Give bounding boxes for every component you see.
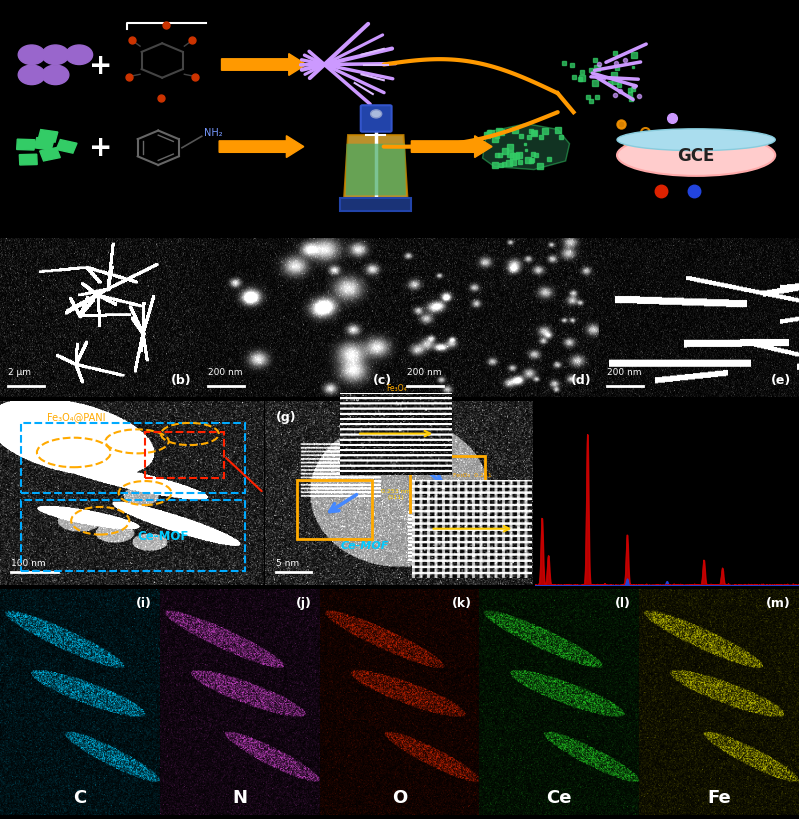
Circle shape xyxy=(42,66,69,85)
Polygon shape xyxy=(344,136,407,199)
Text: 200 nm: 200 nm xyxy=(407,368,442,377)
Bar xyxy=(40,148,60,162)
Text: N: N xyxy=(233,788,247,806)
FancyBboxPatch shape xyxy=(360,106,392,133)
Text: (e): (e) xyxy=(771,373,791,386)
Title: Fe₃O₄: Fe₃O₄ xyxy=(386,383,407,392)
Bar xyxy=(38,130,58,143)
Text: (d): (d) xyxy=(570,373,591,386)
Bar xyxy=(340,199,411,211)
Circle shape xyxy=(66,46,93,66)
Bar xyxy=(19,155,38,165)
Text: 1 nm: 1 nm xyxy=(344,396,359,401)
Text: (i): (i) xyxy=(136,596,152,609)
Text: (f): (f) xyxy=(14,410,30,423)
Text: (m): (m) xyxy=(766,596,791,609)
Text: (g): (g) xyxy=(276,410,296,423)
Text: C: C xyxy=(74,788,86,806)
Text: +: + xyxy=(89,52,112,79)
FancyArrow shape xyxy=(219,137,304,158)
Bar xyxy=(297,481,372,540)
Bar xyxy=(56,140,77,154)
Text: GCE: GCE xyxy=(678,147,715,165)
Text: (j): (j) xyxy=(296,596,312,609)
Text: +: + xyxy=(89,133,112,161)
Bar xyxy=(21,500,245,571)
Text: 0.253 nm
(311): 0.253 nm (311) xyxy=(381,488,411,499)
Bar xyxy=(410,457,485,512)
Polygon shape xyxy=(346,144,406,196)
FancyBboxPatch shape xyxy=(0,0,799,239)
Text: Ce-MOF: Ce-MOF xyxy=(340,541,389,550)
Text: (k): (k) xyxy=(451,596,471,609)
Text: 0.255 nm
(311): 0.255 nm (311) xyxy=(458,596,487,607)
Circle shape xyxy=(18,46,45,66)
Text: 2 μm: 2 μm xyxy=(8,368,31,377)
Ellipse shape xyxy=(617,129,775,152)
FancyArrow shape xyxy=(411,137,492,158)
Text: (l): (l) xyxy=(615,596,631,609)
Ellipse shape xyxy=(617,135,775,177)
Circle shape xyxy=(42,46,69,66)
FancyArrow shape xyxy=(221,55,306,76)
Text: 200 nm: 200 nm xyxy=(208,368,242,377)
Text: O: O xyxy=(392,788,407,806)
Text: (c): (c) xyxy=(372,373,392,386)
Text: NH₂: NH₂ xyxy=(204,128,223,138)
Text: Ce-MOF: Ce-MOF xyxy=(137,530,189,542)
Text: Interior space: Interior space xyxy=(345,405,432,414)
Text: (b): (b) xyxy=(171,373,192,386)
Polygon shape xyxy=(483,124,570,170)
Bar xyxy=(17,140,34,151)
Circle shape xyxy=(371,111,382,119)
Text: Fe₃O₄@PANI: Fe₃O₄@PANI xyxy=(47,412,106,422)
Text: 5 nm: 5 nm xyxy=(276,559,299,568)
Bar xyxy=(145,432,224,478)
Text: 1 nm: 1 nm xyxy=(417,484,431,489)
Text: Ce: Ce xyxy=(547,788,572,806)
Circle shape xyxy=(18,66,45,85)
Text: 200 nm: 200 nm xyxy=(607,368,642,377)
Text: Fe₃O₄  0.211: Fe₃O₄ 0.211 xyxy=(453,472,491,477)
Text: Fe: Fe xyxy=(707,788,731,806)
Bar xyxy=(21,423,245,493)
Text: 100 nm: 100 nm xyxy=(10,559,46,568)
Bar xyxy=(34,138,54,151)
